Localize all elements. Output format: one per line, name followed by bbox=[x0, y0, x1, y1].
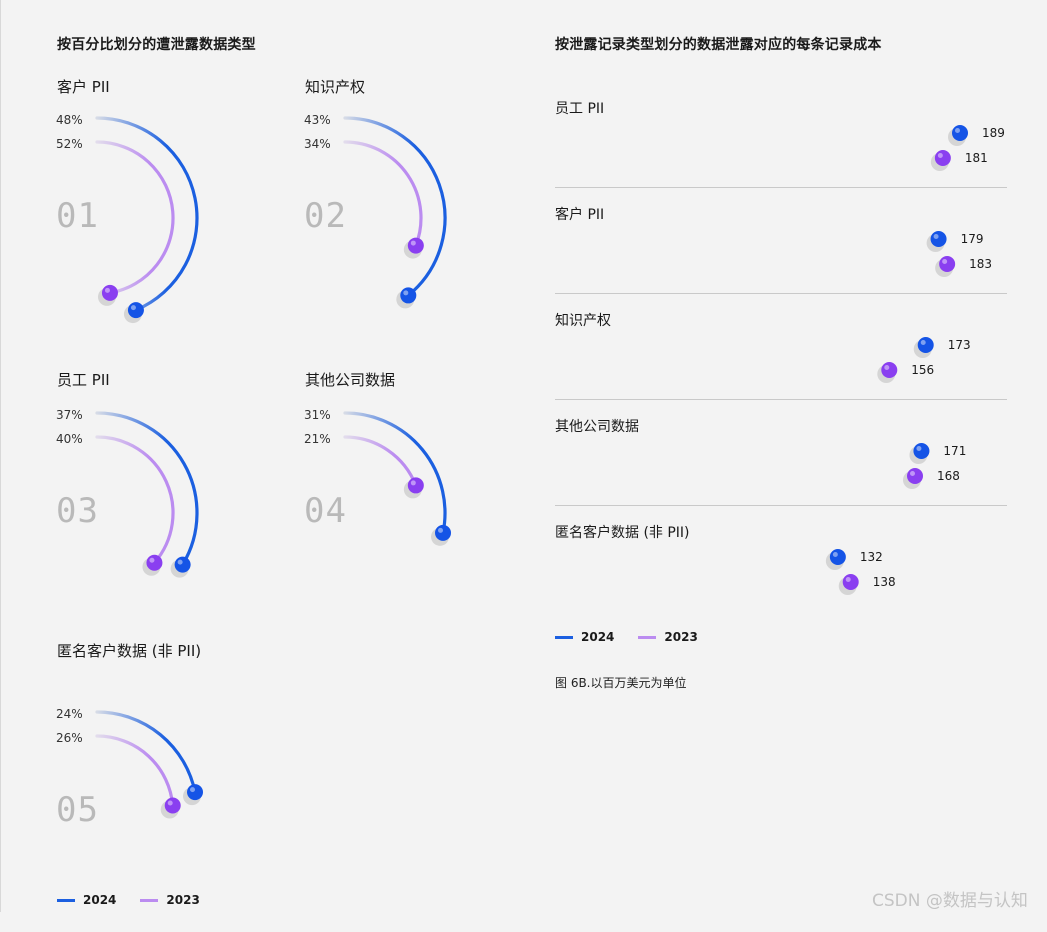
radial-arc-2024 bbox=[95, 116, 199, 312]
row-divider bbox=[555, 399, 1007, 400]
radial-marker-2023 bbox=[146, 554, 163, 571]
page-frame bbox=[0, 0, 1, 912]
radial-value-2024: 31% bbox=[304, 408, 331, 422]
radial-marker-2024 bbox=[400, 287, 417, 304]
bar-group: 189 181 bbox=[553, 125, 1005, 171]
bar-legend-label-2024: 2024 bbox=[581, 630, 615, 644]
radial-value-2023: 21% bbox=[304, 432, 331, 446]
bar-value-2023: 168 bbox=[937, 469, 960, 483]
radial-category-label: 客户 PII bbox=[57, 78, 110, 96]
bar-marker-2024 bbox=[917, 337, 934, 353]
bar-marker-2024 bbox=[913, 443, 930, 459]
legend-label-2023: 2023 bbox=[166, 893, 200, 907]
bar-value-2024: 132 bbox=[860, 550, 883, 564]
radial-value-2023: 52% bbox=[56, 137, 83, 151]
radial-value-2024: 24% bbox=[56, 707, 83, 721]
radial-value-2024: 37% bbox=[56, 408, 83, 422]
row-divider bbox=[555, 293, 1007, 294]
legend-label-2024: 2024 bbox=[83, 893, 117, 907]
radial-index-number: 04 bbox=[304, 491, 347, 531]
radial-arcs bbox=[343, 116, 447, 309]
bar-marker-2023 bbox=[907, 468, 923, 484]
radial-index-number: 01 bbox=[56, 196, 99, 236]
row-divider bbox=[555, 187, 1007, 188]
row-divider bbox=[555, 505, 1007, 506]
radial-value-2023: 26% bbox=[56, 731, 83, 745]
bar-marker-2024 bbox=[930, 231, 947, 247]
bar-value-2023: 183 bbox=[969, 257, 992, 271]
radial-category-label: 知识产权 bbox=[305, 78, 366, 96]
bar-legend-swatch-2023 bbox=[638, 635, 657, 639]
bar-legend-item-2024: 2024 bbox=[555, 630, 614, 644]
radial-arcs bbox=[95, 710, 204, 819]
bar-value-2024: 179 bbox=[961, 232, 984, 246]
radial-arc-2023 bbox=[95, 435, 175, 565]
bar-marker-2023 bbox=[881, 362, 898, 378]
radial-marker-2023 bbox=[407, 237, 424, 254]
bar-category-label: 其他公司数据 bbox=[555, 419, 639, 435]
bar-marker-2023 bbox=[842, 574, 859, 590]
radial-legend: 2024 2023 bbox=[57, 893, 224, 907]
radial-arc-2024 bbox=[343, 116, 447, 298]
bar-value-2024: 173 bbox=[948, 338, 971, 352]
legend-item-2024: 2024 bbox=[57, 893, 116, 907]
radial-category-label: 匿名客户数据 (非 PII) bbox=[57, 642, 202, 660]
radial-arc-2023 bbox=[95, 734, 175, 808]
radial-index-number: 03 bbox=[56, 491, 99, 531]
bar-value-2023: 138 bbox=[873, 575, 896, 589]
bar-legend: 2024 2023 bbox=[555, 630, 722, 644]
bar-legend-item-2023: 2023 bbox=[638, 630, 698, 644]
bar-category-label: 匿名客户数据 (非 PII) bbox=[555, 525, 690, 541]
bar-value-2024: 171 bbox=[943, 444, 966, 458]
radial-marker-2024 bbox=[127, 302, 144, 319]
radial-category-label: 员工 PII bbox=[57, 371, 110, 389]
radial-value-2023: 40% bbox=[56, 432, 83, 446]
bar-value-2023: 181 bbox=[965, 151, 988, 165]
bar-category-label: 员工 PII bbox=[555, 101, 605, 117]
radial-arc-2024 bbox=[95, 411, 199, 567]
bar-marker-2023 bbox=[939, 256, 956, 272]
radial-value-2024: 48% bbox=[56, 113, 83, 127]
bar-group: 173 156 bbox=[553, 337, 971, 383]
bar-chart-title: 按泄露记录类型划分的数据泄露对应的每条记录成本 bbox=[555, 37, 882, 53]
radial-marker-2024 bbox=[435, 524, 452, 541]
bar-group: 132 138 bbox=[553, 549, 896, 595]
radial-index-number: 02 bbox=[304, 196, 347, 236]
radial-arcs bbox=[343, 411, 452, 546]
radial-arcs bbox=[95, 411, 199, 578]
bar-group: 179 183 bbox=[553, 231, 992, 277]
bar-marker-2024 bbox=[952, 125, 968, 141]
legend-swatch-2024 bbox=[57, 898, 75, 902]
bar-value-2023: 156 bbox=[911, 363, 934, 377]
radial-arcs bbox=[95, 116, 199, 324]
bar-marker-2023 bbox=[934, 150, 951, 166]
bar-legend-swatch-2024 bbox=[555, 635, 573, 639]
unit-note: 图 6B.以百万美元为单位 bbox=[555, 676, 687, 690]
radial-category-label: 其他公司数据 bbox=[305, 371, 396, 389]
bar-legend-label-2023: 2023 bbox=[664, 630, 698, 644]
radial-marker-2023 bbox=[407, 477, 424, 494]
radial-chart-title: 按百分比划分的遭泄露数据类型 bbox=[57, 37, 256, 53]
radial-marker-2023 bbox=[101, 284, 118, 301]
radial-value-2024: 43% bbox=[304, 113, 331, 127]
radial-marker-2024 bbox=[187, 784, 204, 801]
radial-marker-2023 bbox=[164, 797, 181, 814]
radial-arc-2024 bbox=[343, 411, 447, 535]
legend-swatch-2023 bbox=[140, 898, 159, 902]
bar-value-2024: 189 bbox=[982, 126, 1005, 140]
radial-arc-2023 bbox=[95, 140, 175, 295]
bar-category-label: 知识产权 bbox=[555, 313, 611, 329]
radial-index-number: 05 bbox=[56, 790, 99, 830]
legend-item-2023: 2023 bbox=[140, 893, 200, 907]
bar-marker-2024 bbox=[829, 549, 846, 565]
radial-value-2023: 34% bbox=[304, 137, 331, 151]
radial-arc-2024 bbox=[95, 710, 197, 794]
radial-arc-2023 bbox=[343, 140, 423, 248]
watermark: CSDN @数据与认知 bbox=[872, 891, 1028, 911]
bar-category-label: 客户 PII bbox=[555, 207, 605, 223]
radial-marker-2024 bbox=[174, 556, 191, 573]
radial-arc-2023 bbox=[343, 435, 418, 488]
bar-group: 171 168 bbox=[553, 443, 966, 489]
